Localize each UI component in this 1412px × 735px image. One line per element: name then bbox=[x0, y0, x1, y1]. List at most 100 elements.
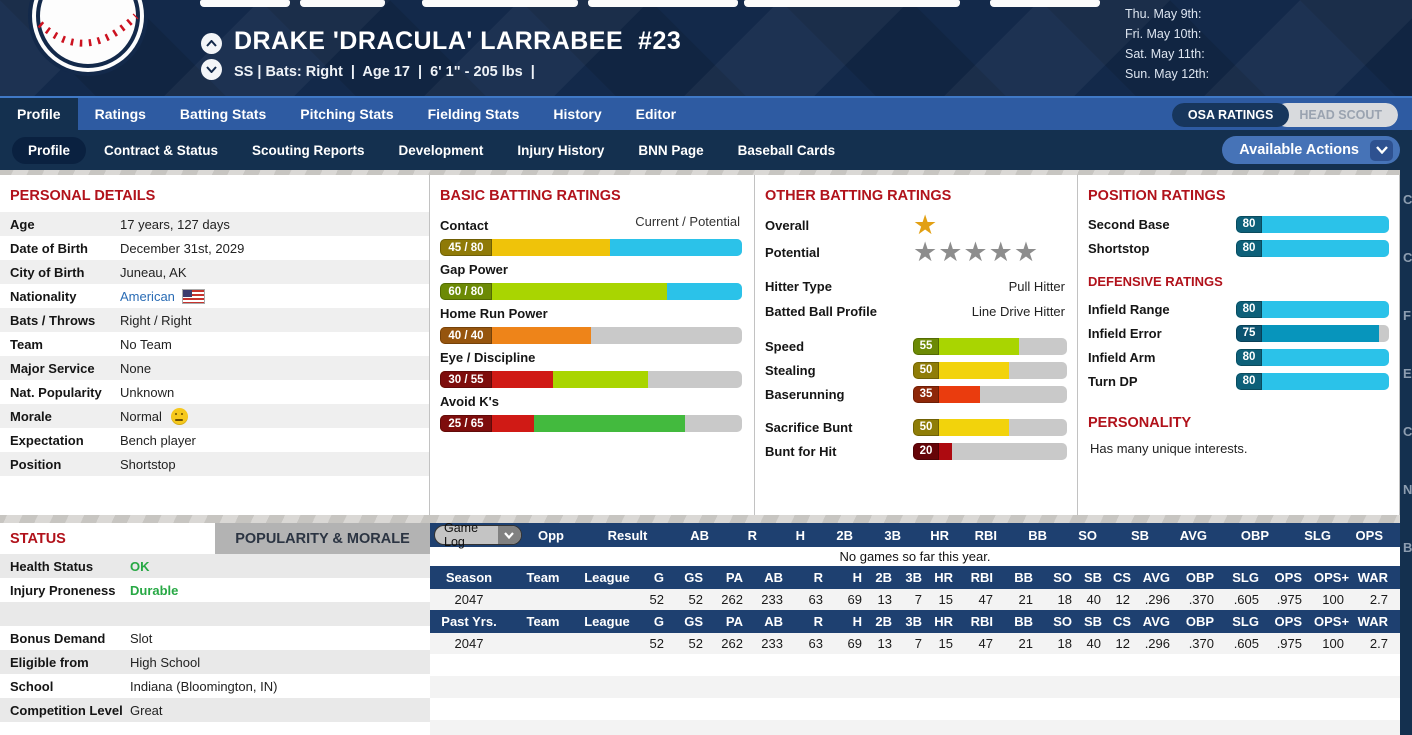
status-value: Durable bbox=[130, 582, 179, 598]
stats-row[interactable]: 2047 52 52 262 233 63 69 13 7 15 47 21 18 40 12.296.37… bbox=[430, 633, 1400, 654]
potential-stars: ★★★★★ bbox=[913, 237, 1040, 267]
head-scout-toggle[interactable]: HEAD SCOUT bbox=[1275, 103, 1398, 127]
column-header-war[interactable]: WAR bbox=[1356, 566, 1400, 589]
column-header-2b[interactable]: 2B bbox=[874, 566, 904, 589]
column-header-ab[interactable]: AB bbox=[755, 566, 795, 589]
column-header-avg[interactable]: AVG bbox=[1142, 610, 1182, 633]
column-header-bb[interactable]: BB bbox=[1028, 527, 1047, 543]
column-header-2b[interactable]: 2B bbox=[836, 527, 853, 543]
cutoff-toolbar-button[interactable] bbox=[990, 0, 1100, 7]
available-actions-button[interactable]: Available Actions bbox=[1222, 136, 1400, 164]
tab-pitching-stats[interactable]: Pitching Stats bbox=[300, 106, 394, 122]
tab-ratings[interactable]: Ratings bbox=[94, 106, 146, 122]
column-header-pa[interactable]: PA bbox=[715, 610, 755, 633]
column-header-league[interactable]: League bbox=[578, 566, 636, 589]
column-header-avg[interactable]: AVG bbox=[1142, 566, 1182, 589]
column-header-obp[interactable]: OBP bbox=[1182, 566, 1226, 589]
column-header-slg[interactable]: SLG bbox=[1226, 566, 1271, 589]
column-header-cs[interactable]: CS bbox=[1113, 566, 1142, 589]
column-header-league[interactable]: League bbox=[578, 610, 636, 633]
column-header-ops[interactable]: OPS+ bbox=[1314, 566, 1356, 589]
tab-status[interactable]: STATUS bbox=[0, 523, 215, 554]
subtab-injury-history[interactable]: Injury History bbox=[517, 142, 605, 158]
column-header-ops[interactable]: OPS+ bbox=[1314, 610, 1356, 633]
rating-value-chip: 20 bbox=[913, 442, 939, 460]
subtab-development[interactable]: Development bbox=[398, 142, 484, 158]
column-header-avg[interactable]: AVG bbox=[1179, 527, 1207, 543]
column-header-team[interactable]: Team bbox=[508, 566, 578, 589]
stats-row[interactable]: 2047 52 52 262 233 63 69 13 7 15 47 21 18 40 12.296.37… bbox=[430, 589, 1400, 610]
game-log-selector[interactable]: Game Log bbox=[434, 523, 522, 549]
column-header-ab[interactable]: AB bbox=[755, 610, 795, 633]
cutoff-toolbar-button[interactable] bbox=[744, 0, 960, 7]
previous-player-button[interactable] bbox=[201, 33, 222, 54]
column-header-r[interactable]: R bbox=[747, 527, 757, 543]
column-header-hr[interactable]: HR bbox=[934, 610, 965, 633]
column-header-sb[interactable]: SB bbox=[1084, 610, 1113, 633]
osa-ratings-toggle[interactable]: OSA RATINGS bbox=[1171, 103, 1290, 127]
subtab-contract-status[interactable]: Contract & Status bbox=[104, 142, 219, 158]
cutoff-toolbar-button[interactable] bbox=[300, 0, 385, 7]
column-header-sb[interactable]: SB bbox=[1084, 566, 1113, 589]
column-header-rbi[interactable]: RBI bbox=[965, 566, 1005, 589]
column-header-bb[interactable]: BB bbox=[1005, 610, 1045, 633]
column-header-ops[interactable]: OPS bbox=[1271, 566, 1314, 589]
tab-batting-stats[interactable]: Batting Stats bbox=[179, 106, 267, 122]
subtab-profile[interactable]: Profile bbox=[12, 136, 87, 164]
column-header-past-yrs[interactable]: Past Yrs. bbox=[430, 610, 508, 633]
tab-editor[interactable]: Editor bbox=[635, 106, 677, 122]
column-header-obp[interactable]: OBP bbox=[1240, 527, 1269, 543]
cutoff-text-fragment: C bbox=[1403, 192, 1412, 207]
column-header-so[interactable]: SO bbox=[1045, 566, 1084, 589]
column-header-cs[interactable]: CS bbox=[1113, 610, 1142, 633]
column-header-obp[interactable]: OBP bbox=[1182, 610, 1226, 633]
column-header-g[interactable]: G bbox=[636, 610, 676, 633]
column-header-ops[interactable]: OPS bbox=[1355, 527, 1383, 543]
cutoff-toolbar-button[interactable] bbox=[200, 0, 290, 7]
column-header-team[interactable]: Team bbox=[508, 610, 578, 633]
column-header-slg[interactable]: SLG bbox=[1226, 610, 1271, 633]
column-header-slg[interactable]: SLG bbox=[1304, 527, 1331, 543]
column-header-h[interactable]: H bbox=[835, 610, 874, 633]
tab-history[interactable]: History bbox=[553, 106, 602, 122]
subtab-bnn-page[interactable]: BNN Page bbox=[638, 142, 704, 158]
column-header-bb[interactable]: BB bbox=[1005, 566, 1045, 589]
column-header-pa[interactable]: PA bbox=[715, 566, 755, 589]
column-header-gs[interactable]: GS bbox=[676, 610, 715, 633]
tab-popularity-morale[interactable]: POPULARITY & MORALE bbox=[215, 523, 430, 554]
personal-details-panel: PERSONAL DETAILS Age 17 years, 127 days Da… bbox=[0, 175, 430, 515]
column-header-3b[interactable]: 3B bbox=[884, 527, 901, 543]
column-header-gs[interactable]: GS bbox=[676, 566, 715, 589]
column-header-result[interactable]: Result bbox=[607, 527, 648, 543]
tab-fielding-stats[interactable]: Fielding Stats bbox=[427, 106, 520, 122]
column-header-r[interactable]: R bbox=[795, 566, 835, 589]
column-header-rbi[interactable]: RBI bbox=[965, 610, 1005, 633]
subtab-baseball-cards[interactable]: Baseball Cards bbox=[737, 142, 836, 158]
column-header-so[interactable]: SO bbox=[1078, 527, 1097, 543]
column-header-sb[interactable]: SB bbox=[1130, 527, 1149, 543]
column-header-hr[interactable]: HR bbox=[930, 527, 949, 543]
column-header-3b[interactable]: 3B bbox=[904, 566, 934, 589]
column-header-hr[interactable]: HR bbox=[934, 566, 965, 589]
cutoff-toolbar-button[interactable] bbox=[588, 0, 738, 7]
column-header-2b[interactable]: 2B bbox=[874, 610, 904, 633]
column-header-opp[interactable]: Opp bbox=[538, 527, 564, 543]
subtab-scouting-reports[interactable]: Scouting Reports bbox=[252, 142, 365, 158]
column-header-ab[interactable]: AB bbox=[690, 527, 709, 543]
stats-cell: 63 bbox=[795, 633, 835, 654]
column-header-r[interactable]: R bbox=[795, 610, 835, 633]
column-header-season[interactable]: Season bbox=[430, 566, 508, 589]
column-header-so[interactable]: SO bbox=[1045, 610, 1084, 633]
cutoff-toolbar-button[interactable] bbox=[422, 0, 578, 7]
rating-label: Stealing bbox=[765, 362, 816, 378]
column-header-rbi[interactable]: RBI bbox=[974, 527, 997, 543]
next-player-button[interactable] bbox=[201, 59, 222, 80]
column-header-h[interactable]: H bbox=[835, 566, 874, 589]
column-header-g[interactable]: G bbox=[636, 566, 676, 589]
column-header-3b[interactable]: 3B bbox=[904, 610, 934, 633]
tab-profile[interactable]: Profile bbox=[0, 98, 78, 130]
column-header-ops[interactable]: OPS bbox=[1271, 610, 1314, 633]
column-header-h[interactable]: H bbox=[795, 527, 805, 543]
column-header-war[interactable]: WAR bbox=[1356, 610, 1400, 633]
detail-value[interactable]: American bbox=[120, 288, 175, 304]
